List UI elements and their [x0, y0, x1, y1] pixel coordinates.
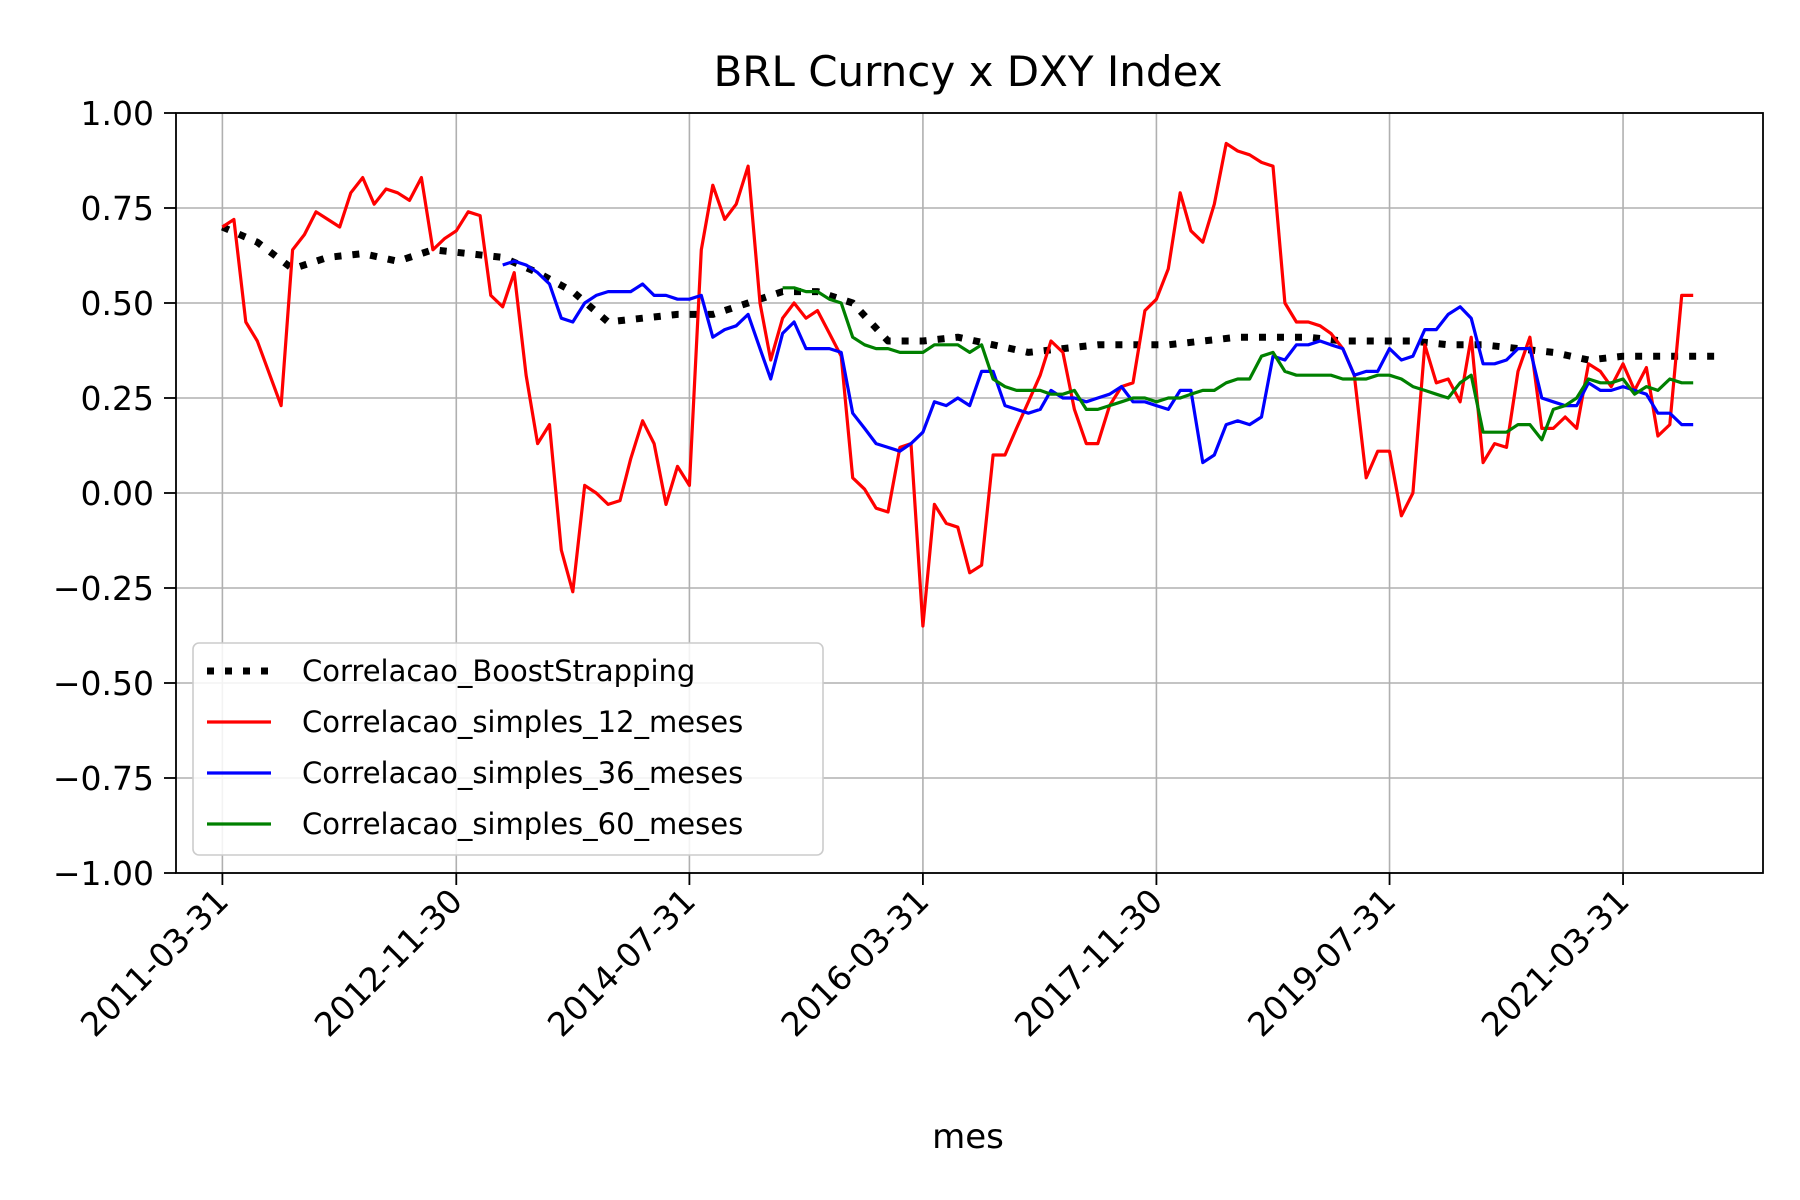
legend-frame	[192, 642, 824, 856]
x-axis-label: mes	[932, 1117, 1004, 1157]
y-tick-label: −1.00	[53, 854, 154, 893]
legend-label: Correlacao_simples_60_meses	[302, 807, 743, 841]
y-tick-label: −0.50	[53, 664, 154, 703]
x-tick-label: 2019-07-31	[1240, 881, 1403, 1044]
series-line-correlacao-simples-36-meses	[502, 259, 1694, 465]
legend: Correlacao_BoostStrapping Correlacao_simp…	[192, 642, 824, 856]
x-tick-label: 2021-03-31	[1474, 881, 1637, 1044]
grid	[176, 112, 1763, 874]
series-lines	[221, 141, 1717, 628]
y-tick-label: 0.00	[81, 474, 154, 513]
x-tick-label: 2012-11-30	[307, 881, 470, 1044]
chart-title: BRL Curncy x DXY Index	[713, 47, 1222, 96]
x-axis: 2011-03-31 2012-11-30 2014-07-31 2016-03-31…	[73, 873, 1637, 1044]
y-tick-label: 0.50	[81, 284, 154, 323]
x-tick-label: 2011-03-31	[73, 881, 236, 1044]
x-tick-label: 2014-07-31	[540, 881, 703, 1044]
y-tick-label: 0.75	[81, 189, 154, 228]
x-tick-label: 2016-03-31	[773, 881, 936, 1044]
y-tick-label: 0.25	[81, 379, 154, 418]
series-line-correlacao-simples-12-meses	[221, 141, 1694, 628]
y-tick-label: −0.75	[53, 759, 154, 798]
legend-label: Correlacao_BoostStrapping	[302, 654, 695, 688]
x-tick-label: 2017-11-30	[1007, 881, 1170, 1044]
y-tick-label: −0.25	[53, 569, 154, 608]
series-line-correlacao-simples-60-meses	[782, 286, 1694, 442]
y-tick-label: 1.00	[81, 94, 154, 133]
y-axis: 1.00 0.75 0.50 0.25 0.00 −0.25 −0.50 −0.75 −1.00	[53, 94, 176, 893]
legend-label: Correlacao_simples_36_meses	[302, 756, 743, 790]
series-line-correlacao-booststrapping	[221, 223, 1717, 364]
legend-label: Correlacao_simples_12_meses	[302, 705, 743, 739]
